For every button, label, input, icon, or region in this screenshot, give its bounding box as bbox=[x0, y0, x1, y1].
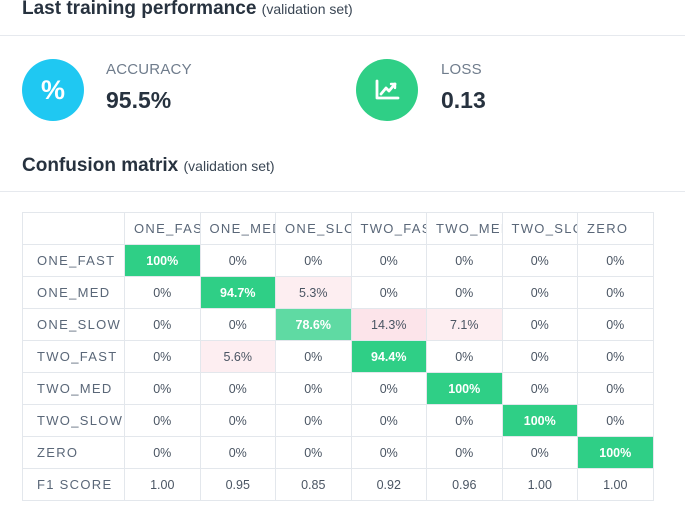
row-label: TWO_MED bbox=[22, 372, 125, 405]
table-row: TWO_MED 0% 0% 0% 0% 100% 0% 0% bbox=[22, 372, 654, 405]
matrix-cell: 0% bbox=[275, 436, 352, 469]
svg-text:%: % bbox=[41, 75, 65, 105]
f1-cell: 1.00 bbox=[577, 468, 654, 501]
row-label: ONE_FAST bbox=[22, 244, 125, 277]
matrix-cell: 0% bbox=[426, 340, 503, 373]
column-header: TWO_SLOW bbox=[501, 212, 578, 245]
f1-cell: 0.96 bbox=[426, 468, 503, 501]
row-label: F1 SCORE bbox=[22, 468, 125, 501]
accuracy-label: ACCURACY bbox=[106, 61, 192, 78]
matrix-cell: 0% bbox=[124, 372, 201, 405]
divider bbox=[0, 191, 685, 192]
loss-value: 0.13 bbox=[441, 87, 486, 113]
column-header: ONE_MED bbox=[199, 212, 276, 245]
matrix-cell: 100% bbox=[426, 372, 503, 405]
matrix-cell: 100% bbox=[577, 436, 654, 469]
accuracy-value: 95.5% bbox=[106, 87, 172, 113]
matrix-cell: 0% bbox=[124, 308, 201, 341]
loss-label: LOSS bbox=[441, 61, 482, 78]
matrix-cell: 0% bbox=[577, 276, 654, 309]
matrix-cell: 0% bbox=[275, 244, 352, 277]
matrix-cell: 100% bbox=[501, 404, 578, 437]
row-label: TWO_FAST bbox=[22, 340, 125, 373]
matrix-cell: 0% bbox=[426, 404, 503, 437]
f1-cell: 1.00 bbox=[124, 468, 201, 501]
matrix-cell: 0% bbox=[124, 340, 201, 373]
matrix-cell: 0% bbox=[275, 404, 352, 437]
matrix-cell: 0% bbox=[124, 404, 201, 437]
matrix-cell: 94.7% bbox=[199, 276, 276, 309]
f1-score-row: F1 SCORE 1.00 0.95 0.85 0.92 0.96 1.00 1… bbox=[22, 468, 654, 501]
row-label: ONE_MED bbox=[22, 276, 125, 309]
matrix-cell: 0% bbox=[577, 340, 654, 373]
row-label: ONE_SLOW bbox=[22, 308, 125, 341]
matrix-cell: 0% bbox=[124, 276, 201, 309]
matrix-cell: 14.3% bbox=[350, 308, 427, 341]
matrix-cell: 5.6% bbox=[199, 340, 276, 373]
matrix-cell: 0% bbox=[199, 436, 276, 469]
confusion-subtitle: (validation set) bbox=[183, 158, 275, 174]
table-row: ONE_MED 0% 94.7% 5.3% 0% 0% 0% 0% bbox=[22, 276, 654, 309]
matrix-cell: 0% bbox=[199, 404, 276, 437]
row-label: ZERO bbox=[22, 436, 125, 469]
corner-cell bbox=[22, 212, 125, 245]
table-row: ONE_FAST 100% 0% 0% 0% 0% 0% 0% bbox=[22, 244, 654, 277]
column-header: ONE_SLOW bbox=[275, 212, 352, 245]
column-header: TWO_MED bbox=[426, 212, 503, 245]
matrix-cell: 0% bbox=[350, 404, 427, 437]
matrix-cell: 0% bbox=[199, 372, 276, 405]
header-row: ONE_FAST ONE_MED ONE_SLOW TWO_FAST TWO_M… bbox=[22, 212, 654, 245]
matrix-cell: 0% bbox=[501, 244, 578, 277]
matrix-cell: 0% bbox=[350, 436, 427, 469]
matrix-cell: 0% bbox=[577, 244, 654, 277]
matrix-cell: 0% bbox=[501, 372, 578, 405]
matrix-cell: 5.3% bbox=[275, 276, 352, 309]
confusion-matrix-table: ONE_FAST ONE_MED ONE_SLOW TWO_FAST TWO_M… bbox=[22, 212, 654, 501]
matrix-cell: 78.6% bbox=[275, 308, 352, 341]
matrix-cell: 0% bbox=[501, 276, 578, 309]
matrix-cell: 0% bbox=[426, 276, 503, 309]
percent-icon: % bbox=[22, 59, 84, 121]
matrix-cell: 0% bbox=[350, 372, 427, 405]
matrix-cell: 0% bbox=[124, 436, 201, 469]
matrix-cell: 0% bbox=[577, 404, 654, 437]
column-header: ONE_FAST bbox=[124, 212, 201, 245]
matrix-cell: 0% bbox=[501, 436, 578, 469]
confusion-title: Confusion matrix (validation set) bbox=[22, 155, 275, 177]
column-header: ZERO bbox=[577, 212, 654, 245]
performance-title-text: Last training performance bbox=[22, 0, 257, 19]
table-row: ZERO 0% 0% 0% 0% 0% 0% 100% bbox=[22, 436, 654, 469]
matrix-cell: 0% bbox=[199, 244, 276, 277]
matrix-cell: 0% bbox=[577, 372, 654, 405]
f1-cell: 1.00 bbox=[501, 468, 578, 501]
column-header: TWO_FAST bbox=[350, 212, 427, 245]
matrix-cell: 0% bbox=[501, 308, 578, 341]
matrix-cell: 0% bbox=[350, 244, 427, 277]
matrix-cell: 94.4% bbox=[350, 340, 427, 373]
table-row: ONE_SLOW 0% 0% 78.6% 14.3% 7.1% 0% 0% bbox=[22, 308, 654, 341]
matrix-cell: 0% bbox=[350, 276, 427, 309]
matrix-cell: 0% bbox=[199, 308, 276, 341]
row-label: TWO_SLOW bbox=[22, 404, 125, 437]
matrix-cell: 0% bbox=[275, 372, 352, 405]
matrix-cell: 0% bbox=[501, 340, 578, 373]
matrix-cell: 100% bbox=[124, 244, 201, 277]
matrix-cell: 0% bbox=[275, 340, 352, 373]
f1-cell: 0.95 bbox=[199, 468, 276, 501]
matrix-cell: 0% bbox=[577, 308, 654, 341]
f1-cell: 0.92 bbox=[350, 468, 427, 501]
divider bbox=[0, 35, 685, 36]
performance-subtitle: (validation set) bbox=[261, 1, 353, 17]
f1-cell: 0.85 bbox=[275, 468, 352, 501]
matrix-cell: 0% bbox=[426, 244, 503, 277]
matrix-cell: 0% bbox=[426, 436, 503, 469]
confusion-title-text: Confusion matrix bbox=[22, 155, 179, 176]
table-row: TWO_SLOW 0% 0% 0% 0% 0% 100% 0% bbox=[22, 404, 654, 437]
performance-title: Last training performance (validation se… bbox=[22, 0, 353, 20]
matrix-cell: 7.1% bbox=[426, 308, 503, 341]
chart-trend-icon bbox=[356, 59, 418, 121]
table-row: TWO_FAST 0% 5.6% 0% 94.4% 0% 0% 0% bbox=[22, 340, 654, 373]
